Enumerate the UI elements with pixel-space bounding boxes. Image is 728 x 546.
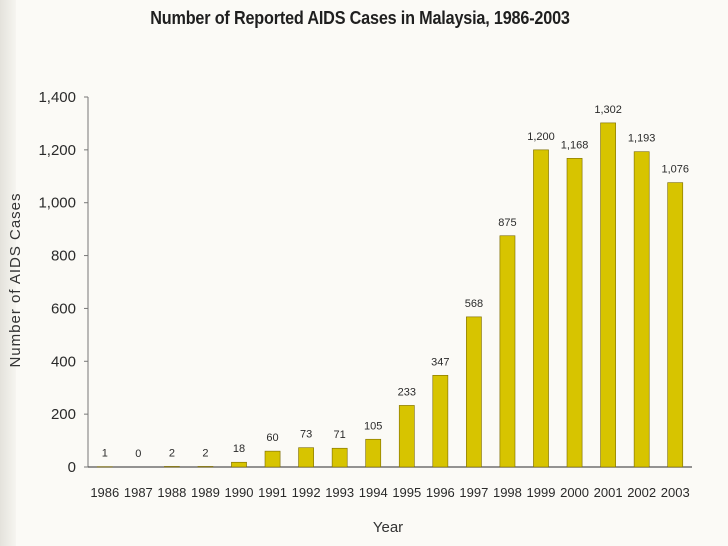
x-tick-label-1996: 1996	[426, 485, 455, 500]
value-label-1991: 60	[266, 432, 278, 444]
x-tick-label-1997: 1997	[459, 485, 488, 500]
x-tick-label-1987: 1987	[124, 485, 153, 500]
chart-axes	[87, 97, 692, 468]
value-label-1997: 568	[465, 298, 483, 310]
bar-2002	[633, 151, 650, 468]
y-tick-label: 1,400	[38, 89, 76, 106]
bar-1988	[164, 466, 180, 468]
bar-1994	[365, 438, 382, 468]
value-label-1998: 875	[498, 217, 516, 229]
bar-2003	[667, 182, 684, 468]
y-tick-label: 600	[51, 300, 76, 317]
x-tick-label-1993: 1993	[325, 485, 354, 500]
value-label-1999: 1,200	[527, 131, 555, 143]
chart-title: Number of Reported AIDS Cases in Malaysi…	[150, 8, 570, 28]
x-tick-label-1998: 1998	[493, 485, 522, 500]
value-label-1993: 71	[334, 429, 346, 441]
y-tick-label: 200	[51, 406, 76, 423]
y-tick-label: 0	[68, 459, 76, 476]
x-tick-label-2000: 2000	[560, 485, 589, 500]
x-tick-label-1999: 1999	[527, 485, 556, 500]
x-tick-label-1988: 1988	[157, 485, 186, 500]
x-tick-label-2001: 2001	[594, 485, 623, 500]
value-label-2000: 1,168	[561, 139, 589, 151]
y-tick-label: 400	[51, 353, 76, 370]
y-axis-title: Number of AIDS Cases	[7, 192, 24, 367]
bar-1997	[466, 316, 482, 468]
bar-1996	[432, 374, 449, 468]
value-label-2003: 1,076	[661, 164, 689, 176]
bar-1995	[398, 405, 415, 468]
y-tick-labels: 0 200 400 600 800 1,000 1,200 1,400	[38, 89, 88, 476]
value-label-1996: 347	[431, 356, 449, 368]
y-tick-label: 800	[51, 248, 76, 265]
x-tick-label-1986: 1986	[90, 485, 119, 500]
bars	[96, 122, 684, 468]
value-label-1992: 73	[300, 429, 312, 441]
y-tick-label: 1,200	[38, 142, 76, 159]
value-label-1995: 233	[398, 386, 416, 398]
bar-2000	[566, 158, 583, 468]
bar-1999	[533, 149, 549, 468]
value-label-1986: 1	[102, 448, 108, 460]
y-tick-label: 1,000	[38, 195, 76, 212]
x-tick-label-1990: 1990	[225, 485, 254, 500]
value-label-1994: 105	[364, 420, 382, 432]
value-label-1988: 2	[169, 447, 175, 459]
bar-1989	[197, 466, 214, 468]
value-label-1990: 18	[233, 443, 245, 455]
bar-1993	[331, 447, 348, 468]
x-tick-label-1994: 1994	[359, 485, 388, 500]
x-tick-label-2002: 2002	[627, 485, 656, 500]
x-tick-label-1989: 1989	[191, 485, 220, 500]
bar-1991	[264, 450, 281, 468]
bar-1990	[231, 461, 247, 468]
value-label-2002: 1,193	[628, 133, 656, 145]
value-label-1989: 2	[202, 447, 208, 459]
x-axis-title: Year	[373, 519, 403, 536]
x-tick-label-1995: 1995	[392, 485, 421, 500]
x-tick-label-1992: 1992	[292, 485, 321, 500]
value-label-1987: 0	[135, 448, 141, 460]
x-tick-labels: 1986 1987 1988 1989 1990 1991 1992 1993 1994 1995…	[90, 485, 689, 500]
bar-1998	[499, 235, 516, 468]
x-tick-label-2003: 2003	[661, 485, 690, 500]
value-labels: 1 0 2 2 18 60 73 71 105 233 347 568 875 1,200 1,168 1,3…	[102, 104, 689, 460]
bar-1992	[298, 447, 314, 468]
x-tick-label-1991: 1991	[258, 485, 287, 500]
bar-2001	[600, 122, 616, 468]
value-label-2001: 1,302	[594, 104, 622, 116]
page-edge	[0, 0, 16, 546]
